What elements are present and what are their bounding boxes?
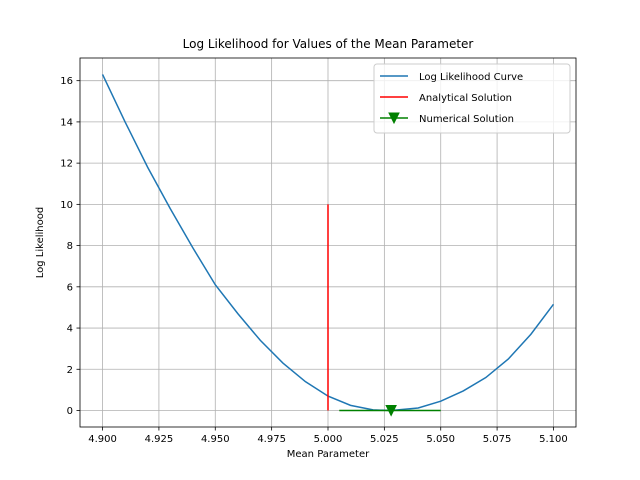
y-tick-label: 10 (60, 200, 73, 211)
x-tick-label: 4.950 (201, 434, 230, 445)
x-tick-label: 5.025 (370, 434, 399, 445)
legend-marker-numerical-solution (388, 112, 400, 125)
y-tick-label: 16 (60, 76, 73, 87)
x-tick-label: 5.075 (483, 434, 512, 445)
y-tick-label: 0 (67, 406, 73, 417)
y-axis-label: Log Likelihood (35, 207, 46, 278)
x-tick-label: 5.100 (539, 434, 568, 445)
legend-box (373, 63, 571, 134)
ticks: 4.900 4.925 4.950 4.975 5.000 5.025 5.050 5.075… (60, 76, 568, 445)
x-tick-label: 5.050 (426, 434, 455, 445)
chart-title: Log Likelihood for Values of the Mean Pa… (183, 37, 474, 51)
legend-label-log-likelihood-curve: Log Likelihood Curve (419, 72, 523, 83)
y-tick-label: 12 (60, 159, 73, 170)
x-axis-label: Mean Parameter (287, 449, 370, 460)
x-tick-label: 5.000 (314, 434, 343, 445)
y-tick-label: 14 (60, 117, 73, 128)
legend-label-analytical-solution: Analytical Solution (419, 93, 512, 104)
numerical-solution-marker (385, 405, 397, 417)
x-tick-label: 4.900 (88, 434, 117, 445)
y-tick-label: 4 (67, 324, 73, 335)
y-tick-label: 6 (67, 282, 73, 293)
x-tick-label: 4.975 (257, 434, 286, 445)
y-tick-label: 8 (67, 241, 73, 252)
legend-label-numerical-solution: Numerical Solution (419, 114, 514, 125)
y-tick-label: 2 (67, 365, 73, 376)
x-tick-label: 4.925 (145, 434, 174, 445)
series-layer (101, 74, 555, 417)
legend: Log Likelihood Curve Analytical Solution N… (373, 63, 571, 134)
